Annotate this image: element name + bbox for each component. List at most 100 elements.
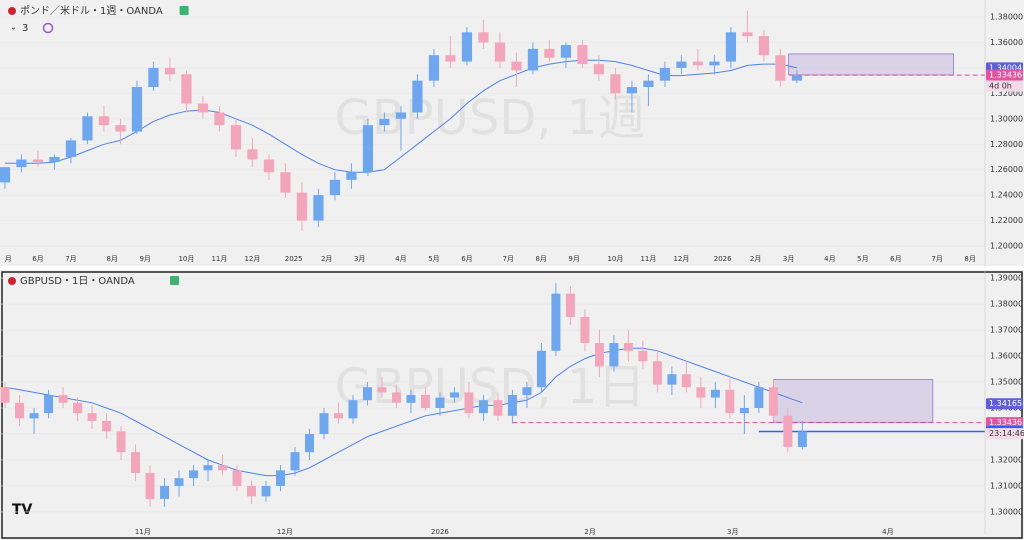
x-tick-label: 6月	[461, 255, 472, 263]
y-tick-label: 1.31000	[990, 481, 1023, 490]
candle-body	[164, 67, 176, 75]
y-tick-label: 1.37000	[990, 326, 1023, 335]
status-icon	[179, 6, 189, 15]
y-tick-label: 1.36000	[990, 352, 1023, 361]
watermark: GBPUSD, 1週	[335, 90, 646, 146]
candle-body	[593, 64, 605, 75]
symbol-icon	[8, 7, 16, 15]
x-tick-label: 4月	[882, 528, 893, 536]
candle-body	[435, 397, 445, 408]
y-tick-label: 1.22000	[990, 216, 1023, 225]
y-tick-label: 1.24000	[990, 191, 1023, 200]
price-tag-label: 1.33436	[989, 418, 1022, 427]
candle-body	[577, 45, 588, 65]
candle-body	[696, 387, 706, 398]
candle-body	[391, 392, 401, 403]
x-tick-label: 11月	[211, 255, 227, 263]
x-tick-label: 3月	[783, 255, 794, 263]
candle-body	[280, 172, 291, 193]
timer-tag	[986, 428, 1023, 440]
candle-body	[445, 55, 456, 62]
x-tick-label: 2026	[714, 255, 732, 263]
candle-body	[304, 433, 314, 453]
y-tick-label: 1.38000	[990, 13, 1023, 22]
candle-body	[276, 470, 285, 486]
candle-body	[594, 343, 604, 367]
candle-body	[82, 116, 93, 141]
status-icon	[170, 276, 179, 285]
candle-body	[348, 400, 358, 419]
y-tick-label: 1.30000	[990, 507, 1023, 516]
candle-body	[742, 32, 753, 37]
candle-body	[102, 420, 112, 432]
candle-body	[580, 317, 590, 344]
candle-body	[296, 192, 308, 221]
candle-body	[395, 112, 407, 119]
candle-body	[58, 395, 68, 403]
candle-body	[362, 125, 374, 173]
moving-average	[5, 347, 803, 477]
timer-label: 23:14:46	[989, 429, 1024, 438]
x-tick-label: 4月	[395, 255, 406, 263]
candle-body	[638, 350, 648, 362]
candle-body	[230, 125, 242, 150]
candle-body	[189, 470, 199, 479]
price-tag	[986, 398, 1023, 410]
candle-body	[725, 32, 737, 62]
candle-body	[406, 395, 416, 403]
candle-body	[333, 413, 343, 419]
candle-body	[377, 387, 387, 393]
x-tick-label: 7月	[65, 255, 76, 263]
candle-body	[420, 395, 430, 408]
x-tick-label: 2025	[285, 255, 303, 263]
x-tick-label: 6月	[32, 255, 43, 263]
price-zone	[788, 53, 955, 76]
candle-body	[449, 392, 459, 398]
candle-body	[709, 61, 720, 66]
candle-body	[116, 431, 126, 453]
candle-body	[247, 149, 258, 160]
y-tick-label: 1.35000	[990, 378, 1023, 387]
candle-body	[667, 374, 677, 385]
candle-body	[692, 61, 704, 66]
candle-body	[197, 103, 209, 113]
x-tick-label: 7月	[502, 255, 513, 263]
x-tick-label: 2026	[431, 528, 449, 536]
symbol-icon	[8, 277, 16, 285]
candle-body	[319, 413, 329, 434]
candle-body	[725, 389, 735, 414]
x-tick-label: 9月	[568, 255, 579, 263]
indicator-toggle: ⌄	[10, 23, 17, 32]
candle-body	[527, 48, 539, 71]
x-tick-label: 2月	[321, 255, 332, 263]
y-tick-label: 1.32000	[990, 455, 1023, 464]
candle-body	[362, 387, 372, 401]
x-tick-label: 8月	[535, 255, 546, 263]
candle-body	[346, 172, 357, 180]
x-tick-label: 2月	[750, 255, 761, 263]
x-tick-label: 11月	[640, 255, 656, 263]
y-tick-label: 1.39000	[990, 274, 1023, 283]
candle-body	[263, 159, 275, 173]
indicator-count: 3	[22, 23, 28, 34]
candle-body	[710, 389, 720, 398]
price-tag	[986, 417, 1023, 429]
candle-body	[494, 42, 506, 62]
candle-body	[29, 413, 39, 419]
candle-body	[758, 36, 770, 56]
x-tick-label: 3月	[727, 528, 738, 536]
timer-tag	[986, 80, 1023, 92]
candle-body	[313, 195, 324, 221]
candle-body	[659, 67, 671, 81]
candle-body	[623, 343, 633, 351]
chart-title: ポンド／米ドル・1週・OANDA	[20, 4, 163, 17]
x-tick-label: 9月	[139, 255, 150, 263]
x-tick-label: 12月	[673, 255, 689, 263]
x-tick-label: 2月	[584, 528, 595, 536]
candle-body	[643, 80, 654, 88]
separator	[0, 266, 1024, 270]
candle-body	[247, 485, 256, 497]
candle-body	[32, 159, 44, 163]
x-tick-label: 7月	[931, 255, 942, 263]
